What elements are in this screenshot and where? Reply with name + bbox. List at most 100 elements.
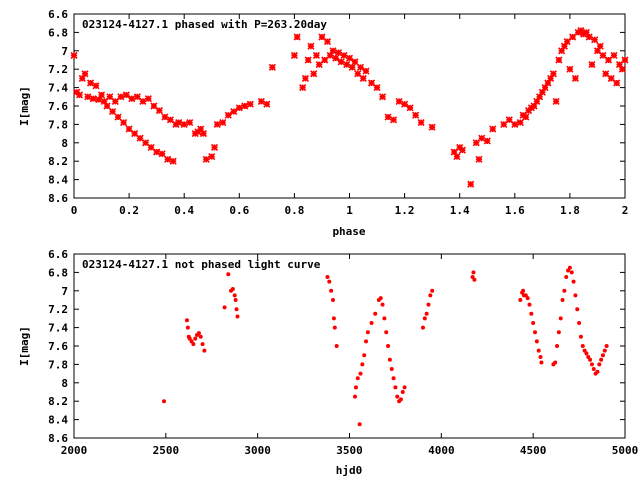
data-point [234, 307, 239, 312]
x-tick-label: 1.4 [450, 204, 470, 217]
data-point [387, 357, 392, 362]
data-point [430, 288, 435, 293]
data-point [556, 330, 561, 335]
data-point [362, 353, 367, 358]
data-point [382, 316, 387, 321]
data-point [406, 104, 414, 112]
y-tick-label: 7.8 [48, 358, 68, 371]
data-point [117, 93, 125, 101]
data-point [533, 97, 541, 105]
data-point [268, 63, 276, 71]
data-point [166, 116, 174, 124]
y-tick-label: 8 [61, 137, 68, 150]
panel-title: 023124-4127.1 not phased light curve [82, 258, 321, 271]
data-point [293, 33, 301, 41]
data-point [500, 120, 508, 128]
data-point [133, 93, 141, 101]
data-point [340, 51, 348, 59]
data-point [575, 307, 580, 312]
data-point [538, 355, 543, 360]
x-tick-label: 3500 [336, 444, 363, 457]
data-point [389, 367, 394, 371]
data-point [125, 125, 133, 133]
data-point [544, 79, 552, 87]
data-point [191, 342, 196, 347]
data-point [380, 302, 385, 307]
data-point [232, 293, 237, 298]
data-point [607, 74, 615, 82]
data-point [569, 270, 574, 275]
y-tick-label: 8.4 [48, 174, 68, 187]
data-point [602, 348, 607, 353]
data-point [553, 360, 558, 365]
data-point [591, 367, 596, 371]
data-point [395, 97, 403, 105]
data-point [367, 79, 376, 87]
data-point [198, 334, 203, 339]
data-point [210, 143, 219, 151]
y-tick-label: 8 [61, 377, 68, 390]
data-point [560, 42, 568, 50]
data-point [235, 314, 240, 319]
x-tick-label: 0.8 [284, 204, 304, 217]
data-point [597, 362, 602, 367]
data-point [312, 51, 321, 59]
data-point [516, 118, 524, 127]
data-point [471, 270, 476, 275]
data-point [391, 376, 396, 381]
data-point [325, 275, 330, 279]
data-point [75, 91, 84, 99]
data-point [86, 79, 95, 87]
data-point [111, 97, 119, 105]
data-point [483, 137, 491, 145]
data-point [599, 357, 604, 362]
x-tick-label: 2500 [153, 444, 180, 457]
y-tick-label: 7.2 [48, 63, 68, 76]
data-point [531, 321, 536, 325]
data-point [521, 288, 526, 293]
data-point [184, 318, 189, 323]
data-point [304, 56, 312, 64]
data-point [489, 125, 497, 133]
data-point [128, 95, 136, 103]
data-point [362, 67, 370, 75]
data-point [522, 113, 530, 121]
data-point [84, 93, 92, 101]
data-point [318, 33, 326, 41]
data-point [571, 279, 576, 284]
data-point [358, 371, 363, 376]
data-point [326, 51, 334, 59]
data-point [345, 54, 354, 62]
data-point [599, 51, 607, 59]
data-point [185, 325, 190, 330]
y-tick-label: 7.6 [48, 340, 68, 353]
data-point [230, 107, 238, 116]
data-point [578, 334, 583, 339]
data-point [301, 74, 309, 82]
data-point [453, 153, 461, 161]
data-point [547, 74, 555, 82]
data-point [246, 100, 254, 108]
data-point [577, 26, 585, 35]
data-point [558, 316, 563, 321]
data-point [610, 51, 618, 59]
data-point [527, 302, 532, 307]
data-point [549, 70, 557, 78]
data-point [106, 93, 114, 101]
data-point [290, 51, 298, 59]
data-point [378, 296, 383, 301]
data-point [327, 279, 332, 284]
data-point [529, 311, 534, 316]
data-point [505, 116, 513, 124]
data-point [334, 344, 339, 348]
data-point [384, 113, 392, 121]
data-point [560, 298, 565, 302]
data-point [564, 275, 569, 279]
phased-light-curve-panel: 023124-4127.1 phased with P=263.20day ph… [18, 8, 629, 238]
data-point [555, 344, 560, 348]
data-point [332, 325, 337, 330]
y-tick-label: 6.6 [48, 8, 68, 21]
data-point [97, 91, 106, 99]
data-point [241, 102, 249, 110]
x-tick-label: 0.4 [174, 204, 194, 217]
